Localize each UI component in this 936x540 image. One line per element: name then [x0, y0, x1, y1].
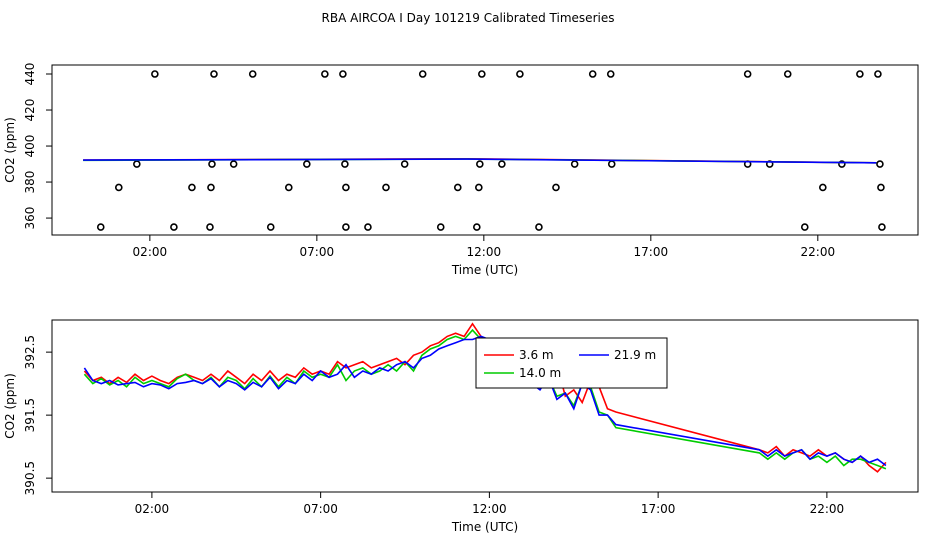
legend-label: 3.6 m — [519, 348, 554, 362]
data-point — [570, 160, 579, 168]
data-point — [800, 223, 809, 231]
data-point — [207, 183, 215, 192]
data-point — [607, 160, 616, 168]
data-point — [475, 183, 483, 192]
data-point — [418, 70, 427, 78]
data-point — [248, 70, 257, 78]
x-tick-label: 02:00 — [133, 245, 168, 259]
data-point — [266, 223, 275, 231]
data-point — [877, 183, 885, 192]
x-tick-label: 17:00 — [634, 245, 669, 259]
y-axis-label: CO2 (ppm) — [3, 117, 17, 183]
data-point — [206, 223, 214, 231]
y-tick-label: 360 — [23, 207, 37, 230]
data-point — [364, 223, 372, 231]
data-point — [303, 160, 311, 168]
data-point — [856, 70, 864, 78]
data-point — [535, 223, 543, 231]
data-point — [876, 160, 884, 168]
data-point — [170, 223, 178, 231]
data-point — [342, 223, 350, 231]
legend-label: 14.0 m — [519, 366, 561, 380]
y-tick-label: 400 — [23, 135, 37, 158]
series-line — [83, 335, 887, 467]
data-point — [516, 70, 524, 78]
data-point — [588, 70, 597, 78]
x-tick-label: 12:00 — [467, 245, 502, 259]
x-tick-label: 07:00 — [303, 502, 338, 516]
legend-box — [475, 337, 668, 389]
x-axis-label: Time (UTC) — [451, 263, 518, 277]
data-point — [606, 70, 615, 78]
data-point — [339, 70, 347, 78]
data-point — [878, 223, 886, 231]
data-point — [819, 183, 827, 192]
data-point — [133, 160, 141, 168]
data-point — [400, 160, 409, 168]
data-point — [114, 183, 123, 192]
data-point — [874, 70, 882, 78]
data-point — [229, 160, 238, 168]
y-tick-label: 390.5 — [23, 461, 37, 495]
data-point — [498, 160, 506, 168]
data-point — [382, 183, 390, 192]
series-line — [83, 322, 887, 473]
x-tick-label: 17:00 — [641, 502, 676, 516]
data-point — [96, 223, 105, 231]
y-tick-label: 392.5 — [23, 335, 37, 369]
chart-title: RBA AIRCOA I Day 101219 Calibrated Times… — [322, 11, 615, 25]
data-point — [476, 160, 484, 168]
x-axis-label: Time (UTC) — [451, 520, 518, 534]
data-point — [284, 183, 293, 192]
x-tick-label: 22:00 — [801, 245, 836, 259]
x-tick-label: 22:00 — [810, 502, 845, 516]
data-point — [342, 183, 350, 192]
data-point — [188, 183, 196, 192]
legend-label: 21.9 m — [614, 348, 656, 362]
x-tick-label: 02:00 — [135, 502, 170, 516]
y-tick-label: 391.5 — [23, 398, 37, 432]
y-tick-label: 420 — [23, 99, 37, 122]
x-tick-label: 12:00 — [472, 502, 507, 516]
data-point — [210, 70, 218, 78]
plot-frame — [51, 64, 919, 236]
x-tick-label: 07:00 — [300, 245, 335, 259]
data-point — [473, 223, 481, 231]
data-point — [321, 70, 329, 78]
y-tick-label: 380 — [23, 171, 37, 194]
data-point — [208, 160, 216, 168]
data-point — [478, 70, 486, 78]
data-point — [151, 70, 159, 78]
data-point — [552, 183, 560, 192]
data-point — [436, 223, 445, 231]
data-point — [341, 160, 349, 168]
data-point — [783, 70, 792, 78]
data-point — [453, 183, 462, 192]
data-point — [838, 160, 846, 168]
data-point — [743, 70, 752, 78]
y-axis-label: CO2 (ppm) — [3, 373, 17, 439]
series-line — [83, 158, 877, 164]
y-tick-label: 440 — [23, 63, 37, 86]
